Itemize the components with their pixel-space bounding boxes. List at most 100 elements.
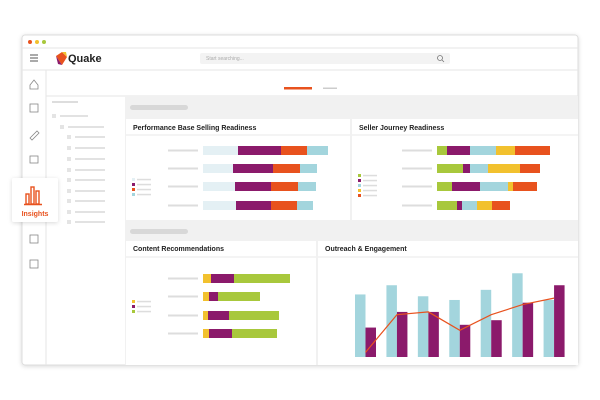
section-placeholder bbox=[130, 105, 188, 110]
bar-segment bbox=[203, 329, 209, 338]
section-placeholder bbox=[130, 229, 188, 234]
bar bbox=[522, 302, 534, 357]
bar-segment bbox=[271, 182, 298, 191]
bar-segment bbox=[203, 146, 238, 155]
tree-placeholder bbox=[75, 169, 105, 171]
row-label-placeholder bbox=[168, 204, 198, 207]
insights-tile[interactable] bbox=[12, 178, 58, 222]
legend-swatch bbox=[132, 183, 135, 186]
bar-segment bbox=[232, 329, 277, 338]
bar-segment bbox=[496, 146, 515, 155]
legend-swatch bbox=[132, 178, 135, 181]
line bbox=[365, 297, 555, 353]
panel-title: Content Recommendations bbox=[133, 246, 224, 253]
bar bbox=[554, 285, 565, 357]
tree-checkbox bbox=[67, 146, 71, 150]
search-icon[interactable] bbox=[437, 55, 445, 63]
tab[interactable] bbox=[323, 87, 337, 90]
legend-swatch bbox=[358, 194, 361, 197]
panel bbox=[126, 241, 316, 365]
legend-placeholder bbox=[137, 300, 151, 303]
bar bbox=[491, 320, 502, 357]
bar-segment bbox=[203, 274, 211, 283]
bar bbox=[543, 299, 555, 357]
bar-segment bbox=[462, 201, 477, 210]
legend-placeholder bbox=[137, 183, 151, 186]
nav-icon[interactable] bbox=[29, 79, 39, 90]
tree-checkbox bbox=[67, 168, 71, 172]
bar-segment bbox=[437, 201, 457, 210]
bar bbox=[449, 299, 460, 357]
bar-segment bbox=[235, 182, 271, 191]
bar-segment bbox=[238, 146, 281, 155]
legend-placeholder bbox=[363, 189, 377, 192]
tree-checkbox bbox=[67, 189, 71, 193]
tree-checkbox bbox=[67, 135, 71, 139]
bar-segment bbox=[437, 182, 452, 191]
bar-segment bbox=[452, 182, 480, 191]
legend-swatch bbox=[358, 179, 361, 182]
bar bbox=[365, 327, 376, 357]
row-label-placeholder bbox=[402, 149, 432, 152]
tree-placeholder bbox=[60, 115, 88, 117]
tree-placeholder bbox=[75, 158, 105, 160]
bar-segment bbox=[307, 146, 328, 155]
search-box[interactable] bbox=[200, 53, 450, 64]
legend-swatch bbox=[132, 310, 135, 313]
bar bbox=[512, 273, 523, 357]
tree-checkbox bbox=[67, 210, 71, 214]
row-label-placeholder bbox=[168, 332, 198, 335]
menu-button[interactable] bbox=[30, 54, 38, 62]
bar bbox=[396, 311, 408, 357]
bar bbox=[459, 324, 471, 357]
bar-segment bbox=[477, 201, 492, 210]
window-dot bbox=[35, 40, 39, 44]
bar-segment bbox=[273, 164, 300, 173]
legend-placeholder bbox=[137, 193, 151, 196]
logo-text: Quake bbox=[68, 53, 102, 65]
bar-segment bbox=[515, 146, 550, 155]
tree-placeholder bbox=[75, 190, 105, 192]
tree-checkbox bbox=[67, 199, 71, 203]
row-label-placeholder bbox=[168, 295, 198, 298]
bar-segment bbox=[457, 201, 462, 210]
nav-icon[interactable] bbox=[29, 155, 39, 164]
legend-swatch bbox=[132, 188, 135, 191]
tab-active[interactable] bbox=[284, 87, 312, 90]
legend-swatch bbox=[358, 174, 361, 177]
logo[interactable]: Quake bbox=[56, 52, 102, 65]
legend-placeholder bbox=[137, 178, 151, 181]
bar-segment bbox=[298, 182, 316, 191]
bar bbox=[417, 296, 429, 357]
tree-checkbox bbox=[60, 125, 64, 129]
nav-icon[interactable] bbox=[29, 259, 39, 269]
nav-icon[interactable] bbox=[29, 234, 39, 244]
legend-swatch bbox=[358, 184, 361, 187]
nav-icon[interactable] bbox=[29, 130, 40, 141]
bar bbox=[480, 289, 492, 357]
bar-segment bbox=[463, 164, 470, 173]
bar-segment bbox=[437, 146, 447, 155]
row-label-placeholder bbox=[168, 149, 198, 152]
legend-swatch bbox=[358, 189, 361, 192]
nav-icon[interactable] bbox=[29, 103, 39, 113]
bar-segment bbox=[203, 164, 233, 173]
tree-panel bbox=[52, 101, 105, 224]
legend-placeholder bbox=[363, 194, 377, 197]
tree-placeholder bbox=[75, 147, 105, 149]
bar-segment bbox=[211, 274, 234, 283]
bar bbox=[355, 294, 366, 357]
bar-segment bbox=[218, 292, 260, 301]
insights-nav[interactable]: Insights bbox=[12, 178, 58, 222]
window-dot bbox=[42, 40, 46, 44]
bar-segment bbox=[508, 182, 513, 191]
bar-segment bbox=[488, 164, 520, 173]
bar-segment bbox=[492, 201, 510, 210]
tree-placeholder bbox=[75, 136, 105, 138]
legend-swatch bbox=[132, 305, 135, 308]
legend-placeholder bbox=[363, 174, 377, 177]
bar-segment bbox=[480, 182, 508, 191]
tree-checkbox bbox=[67, 220, 71, 224]
bar-segment bbox=[437, 164, 463, 173]
